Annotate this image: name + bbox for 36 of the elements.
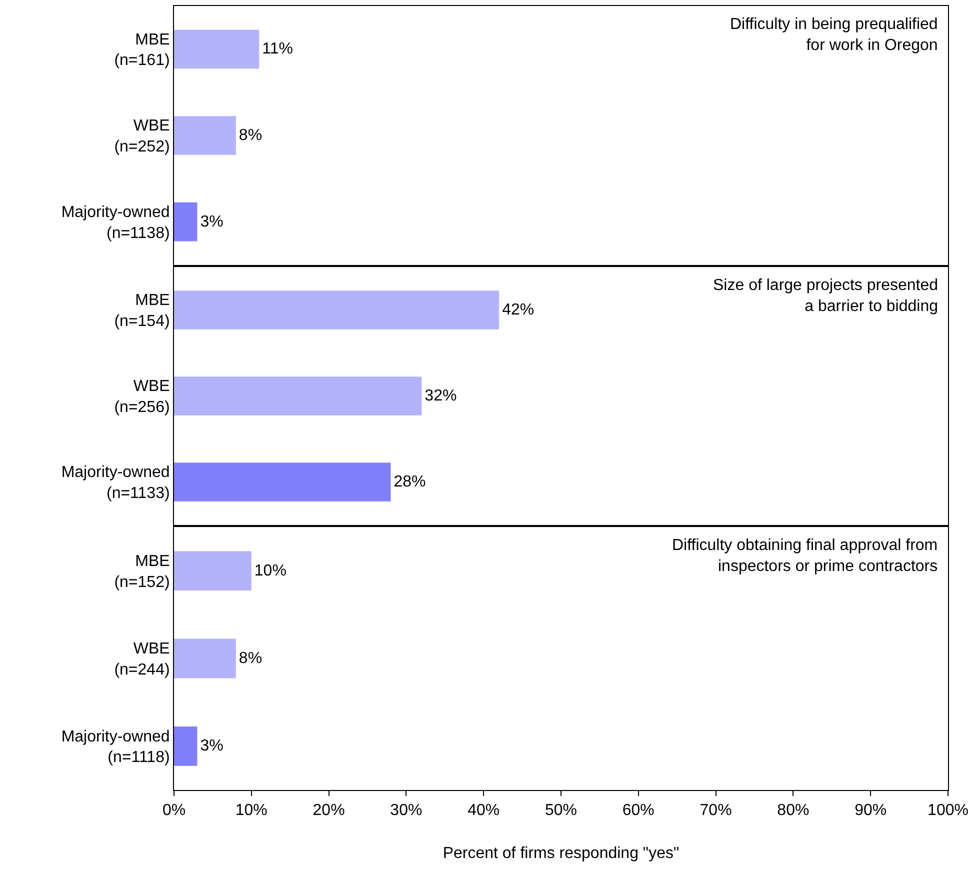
x-tick-label: 70%: [700, 802, 732, 820]
data-label: 3%: [200, 738, 224, 755]
y-tick-label: MBE (n=154): [114, 292, 170, 330]
x-tick-label: 80%: [777, 802, 810, 820]
x-tick-label: 10%: [235, 802, 268, 820]
x-tick-label: 50%: [544, 802, 578, 820]
y-tick-label: WBE (n=256): [114, 378, 170, 416]
x-tick-label: 100%: [928, 802, 968, 820]
y-tick-label: MBE (n=161): [114, 31, 170, 70]
bar: [174, 638, 236, 678]
x-axis-title: Percent of firms responding "yes": [442, 844, 680, 862]
x-tick-label: 0%: [162, 802, 186, 820]
y-tick-label: Majority-owned (n=1118): [61, 728, 170, 766]
y-tick-label: Majority-owned (n=1138): [61, 204, 170, 242]
bar: [174, 551, 252, 591]
data-label: 8%: [238, 650, 262, 668]
y-tick-label: WBE (n=244): [114, 640, 170, 678]
x-tick-label: 60%: [622, 802, 654, 820]
data-label: 42%: [502, 302, 534, 318]
y-tick-label: WBE (n=252): [114, 118, 170, 156]
data-label: 10%: [254, 562, 286, 580]
x-tick-label: 90%: [854, 802, 887, 820]
x-tick-label: 20%: [312, 802, 345, 820]
data-label: 28%: [394, 474, 426, 490]
data-label: 32%: [424, 388, 457, 404]
x-tick-label: 30%: [390, 802, 422, 820]
data-label: 11%: [262, 40, 293, 58]
text: Difficulty obtaining final approval from inspectors or prime contractors: [672, 537, 938, 575]
y-tick-label: Majority-owned (n=1133): [61, 464, 170, 502]
data-label: 3%: [200, 213, 224, 230]
data-label: 8%: [238, 127, 262, 144]
y-tick-label: MBE (n=152): [114, 553, 170, 591]
x-tick-label: 40%: [468, 802, 500, 820]
text: Difficulty in being prequalified for work in Oregon: [730, 16, 938, 54]
text: Size of large projects presented a barrier to bidding: [713, 277, 938, 315]
bar: [174, 726, 198, 766]
